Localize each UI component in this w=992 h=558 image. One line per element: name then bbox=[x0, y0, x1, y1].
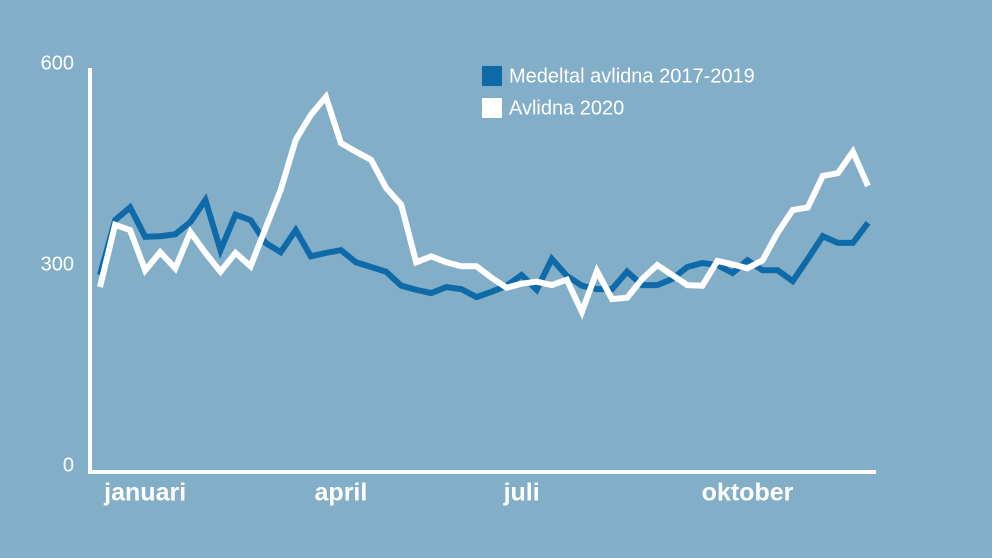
legend-label: Avlidna 2020 bbox=[509, 97, 624, 119]
y-tick-label: 600 bbox=[41, 52, 74, 74]
legend-label: Medeltal avlidna 2017-2019 bbox=[509, 65, 755, 87]
y-tick-label: 0 bbox=[63, 454, 74, 476]
x-tick-label: oktober bbox=[702, 479, 794, 507]
x-tick-label: april bbox=[315, 479, 368, 507]
y-tick-label: 300 bbox=[41, 253, 74, 275]
x-tick-label: januari bbox=[103, 479, 186, 507]
series-line bbox=[97, 90, 871, 320]
x-tick-label: juli bbox=[503, 479, 540, 507]
legend-swatch bbox=[482, 98, 502, 118]
legend-swatch bbox=[482, 66, 502, 86]
axes bbox=[88, 68, 876, 474]
